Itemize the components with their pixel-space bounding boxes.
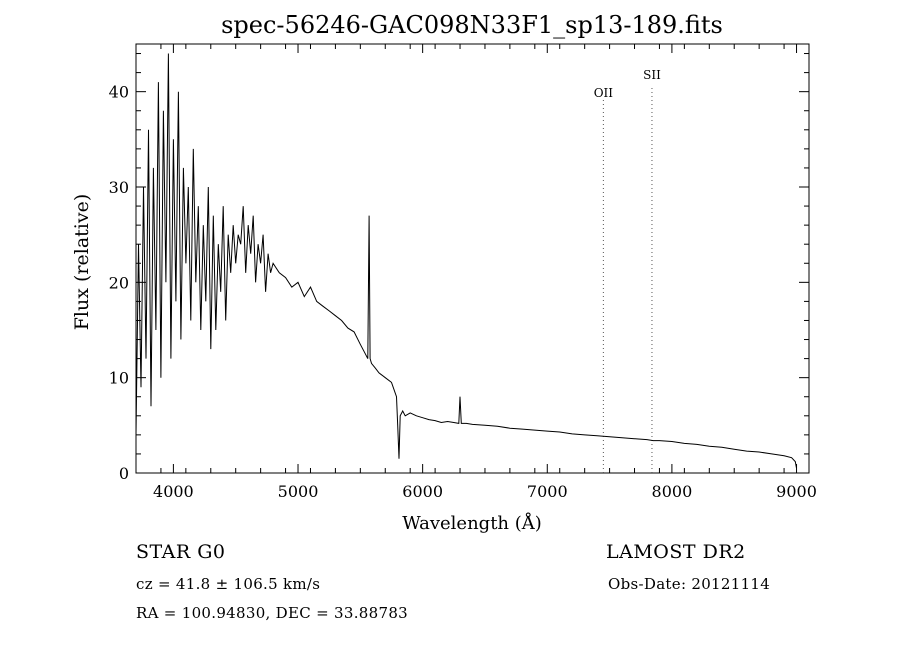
y-tick-label: 10	[109, 369, 129, 388]
x-tick-label: 5000	[278, 482, 319, 501]
redshift-velocity: cz = 41.8 ± 106.5 km/s	[136, 575, 321, 593]
object-class: STAR G0	[136, 541, 226, 563]
line-label-oii: OII	[594, 86, 614, 100]
plot-frame	[135, 43, 810, 474]
y-tick-labels: 0 10 20 30 40	[109, 83, 129, 483]
line-label-sii: SII	[643, 68, 661, 82]
x-tick-label: 4000	[153, 482, 194, 501]
coordinates: RA = 100.94830, DEC = 33.88783	[136, 604, 409, 622]
x-tick-label: 6000	[402, 482, 443, 501]
axis-ticks	[135, 44, 810, 474]
survey-name: LAMOST DR2	[606, 541, 746, 563]
y-tick-label: 30	[109, 178, 129, 197]
emission-line-markers: OII SII	[594, 68, 661, 473]
observation-date: Obs-Date: 20121114	[608, 575, 771, 593]
x-tick-label: 7000	[527, 482, 568, 501]
y-axis-label: Flux (relative)	[71, 194, 93, 331]
x-tick-labels: 4000 5000 6000 7000 8000 9000	[153, 482, 817, 501]
y-tick-label: 20	[109, 273, 129, 292]
spectrum-line	[135, 53, 797, 469]
y-tick-label: 0	[119, 464, 129, 483]
y-tick-label: 40	[109, 83, 129, 102]
x-tick-label: 8000	[652, 482, 693, 501]
x-axis-label: Wavelength (Å)	[402, 512, 542, 534]
x-tick-label: 9000	[776, 482, 817, 501]
chart-title: spec-56246-GAC098N33F1_sp13-189.fits	[221, 11, 723, 39]
